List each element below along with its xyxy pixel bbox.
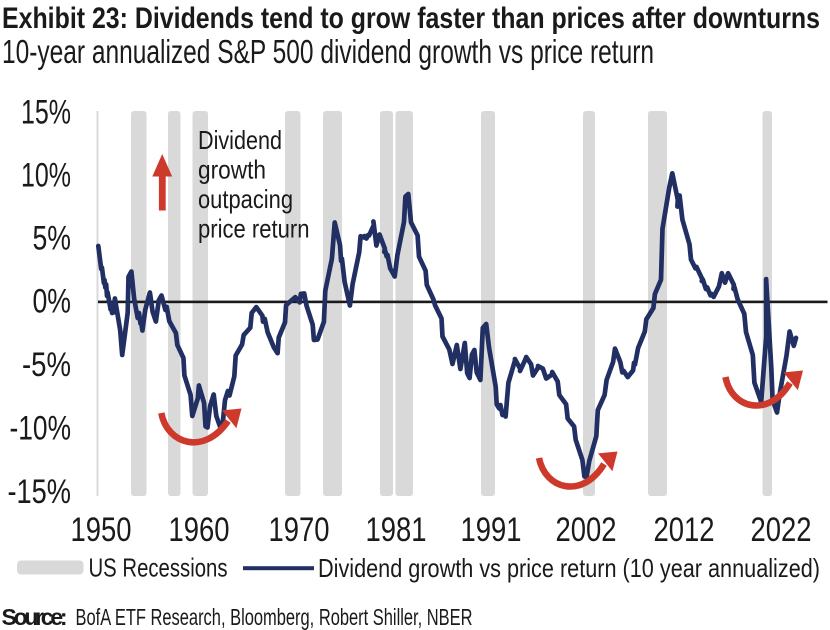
svg-text:1970: 1970 — [269, 511, 330, 549]
svg-text:2002: 2002 — [556, 511, 617, 549]
svg-text:1981: 1981 — [366, 511, 427, 549]
svg-text:1950: 1950 — [71, 511, 132, 549]
svg-text:2022: 2022 — [751, 511, 812, 549]
svg-text:US Recessions: US Recessions — [89, 553, 228, 583]
svg-text:1991: 1991 — [461, 511, 522, 549]
svg-text:Exhibit 23: Dividends tend to: Exhibit 23: Dividends tend to grow faste… — [2, 2, 820, 35]
svg-text:0%: 0% — [33, 283, 72, 321]
svg-text:10-year annualized S&P 500 div: 10-year annualized S&P 500 dividend grow… — [2, 33, 654, 70]
svg-text:price return: price return — [198, 214, 310, 244]
svg-text:5%: 5% — [33, 220, 72, 258]
svg-text:10%: 10% — [21, 157, 71, 195]
svg-text:-5%: -5% — [22, 346, 71, 384]
svg-text:outpacing: outpacing — [198, 184, 293, 214]
svg-text:1960: 1960 — [169, 511, 230, 549]
svg-text:2012: 2012 — [654, 511, 715, 549]
svg-text:Dividend growth vs price retur: Dividend growth vs price return (10 year… — [318, 553, 820, 583]
svg-text:Source:: Source: — [2, 604, 68, 630]
svg-text:Dividend: Dividend — [198, 125, 282, 155]
svg-text:BofA ETF Research, Bloomberg,: BofA ETF Research, Bloomberg, Robert Shi… — [76, 604, 473, 630]
svg-text:growth: growth — [198, 155, 266, 185]
svg-text:-15%: -15% — [8, 473, 72, 511]
svg-text:15%: 15% — [21, 94, 71, 132]
svg-text:-10%: -10% — [10, 410, 72, 448]
